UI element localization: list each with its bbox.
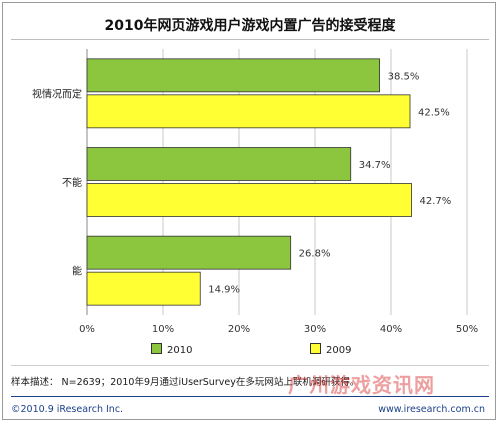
data-label: 26.8% — [299, 249, 331, 260]
chart-frame: 2010年网页游戏用户游戏内置广告的接受程度 0% 10% 20% 30% 40% 50%… — [2, 2, 496, 420]
watermark: 广州游戏资讯网 — [288, 373, 435, 397]
legend-swatch-2010 — [151, 343, 162, 354]
legend-item-2009: 2009 — [310, 343, 351, 356]
data-label: 38.5% — [388, 71, 420, 82]
legend-label-2009: 2009 — [326, 345, 352, 356]
site-url: www.iresearch.com.cn — [378, 404, 485, 415]
x-tick-label: 30% — [304, 324, 326, 335]
category-label: 不能 — [62, 176, 82, 189]
data-label: 42.7% — [420, 196, 452, 207]
title-divider — [11, 39, 489, 40]
bar — [86, 58, 381, 93]
data-label: 14.9% — [208, 285, 240, 296]
chart-title: 2010年网页游戏用户游戏内置广告的接受程度 — [104, 18, 396, 34]
legend-item-2010: 2010 — [151, 343, 192, 356]
x-tick-label: 20% — [228, 324, 250, 335]
x-tick-label: 50% — [456, 324, 478, 335]
x-tick-label: 0% — [79, 324, 95, 335]
bar — [86, 271, 201, 306]
category-label: 视情况而定 — [32, 87, 82, 100]
x-tick-label: 10% — [152, 324, 174, 335]
bar — [86, 147, 352, 181]
x-tick-label: 40% — [380, 324, 402, 335]
data-label: 34.7% — [359, 160, 391, 171]
footer-divider — [11, 365, 489, 366]
bar — [86, 94, 411, 129]
legend-swatch-2009 — [310, 343, 321, 354]
legend-label-2010: 2010 — [167, 345, 193, 356]
footer-rule — [11, 396, 489, 397]
category-label: 能 — [72, 265, 82, 278]
data-label: 42.5% — [418, 107, 450, 118]
copyright: ©2010.9 iResearch Inc. — [11, 404, 124, 415]
bar-chart: 0% 10% 20% 30% 40% 50% 38.5% 42.5% 视情况而定 34.7% 42.… — [32, 49, 478, 335]
bar — [86, 183, 412, 217]
bar — [86, 235, 292, 270]
sample-note: 样本描述： N=2639；2010年9月通过iUserSurvey在多玩网站上联… — [11, 377, 360, 388]
